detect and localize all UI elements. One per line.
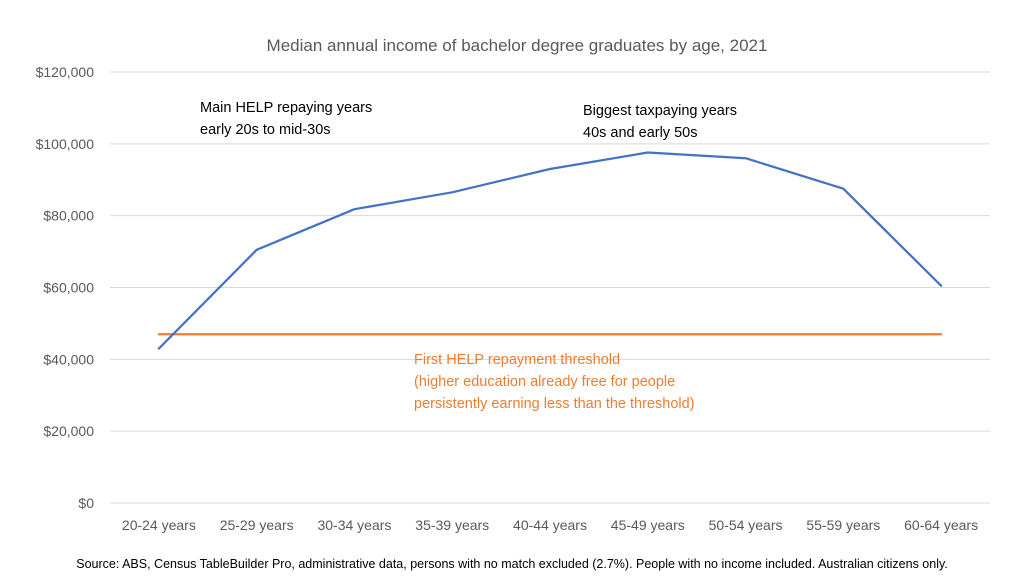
gridlines xyxy=(110,71,990,504)
annotation-tax-years: Biggest taxpaying years 40s and early 50… xyxy=(583,103,737,141)
x-tick-label: 30-34 years xyxy=(317,517,391,533)
source-note: Source: ABS, Census TableBuilder Pro, ad… xyxy=(76,557,948,571)
x-tick-label: 45-49 years xyxy=(611,517,685,533)
y-axis-ticks: $0 $20,000 $40,000 $60,000 $80,000 $100,000 $1… xyxy=(36,64,95,511)
y-tick-label: $80,000 xyxy=(43,208,94,224)
series-lines xyxy=(157,151,943,350)
annotation-help-years-line-2: early 20s to mid-30s xyxy=(200,122,331,138)
x-tick-label: 50-54 years xyxy=(709,517,783,533)
annotation-threshold-line-1: First HELP repayment threshold xyxy=(414,352,620,368)
x-tick-label: 25-29 years xyxy=(220,517,294,533)
chart-title: Median annual income of bachelor degree … xyxy=(267,36,768,55)
y-tick-label: $40,000 xyxy=(43,351,94,367)
annotation-threshold-line-3: persistently earning less than the thres… xyxy=(414,396,695,412)
series-line-income xyxy=(157,151,943,350)
annotation-threshold: First HELP repayment threshold (higher e… xyxy=(414,352,695,412)
x-tick-label: 40-44 years xyxy=(513,517,587,533)
annotation-help-years: Main HELP repaying years early 20s to mi… xyxy=(200,100,372,138)
annotation-tax-years-line-1: Biggest taxpaying years xyxy=(583,103,737,119)
x-tick-label: 60-64 years xyxy=(904,517,978,533)
x-tick-label: 55-59 years xyxy=(806,517,880,533)
x-axis-ticks: 20-24 years 25-29 years 30-34 years 35-39 y… xyxy=(122,517,978,533)
annotation-tax-years-line-2: 40s and early 50s xyxy=(583,125,697,141)
y-tick-label: $0 xyxy=(78,495,94,511)
annotation-help-years-line-1: Main HELP repaying years xyxy=(200,100,372,116)
x-tick-label: 20-24 years xyxy=(122,517,196,533)
y-tick-label: $120,000 xyxy=(36,64,95,80)
annotation-threshold-line-2: (higher education already free for peopl… xyxy=(414,374,675,390)
y-tick-label: $100,000 xyxy=(36,136,95,152)
x-tick-label: 35-39 years xyxy=(415,517,489,533)
y-tick-label: $60,000 xyxy=(43,280,94,296)
y-tick-label: $20,000 xyxy=(43,423,94,439)
